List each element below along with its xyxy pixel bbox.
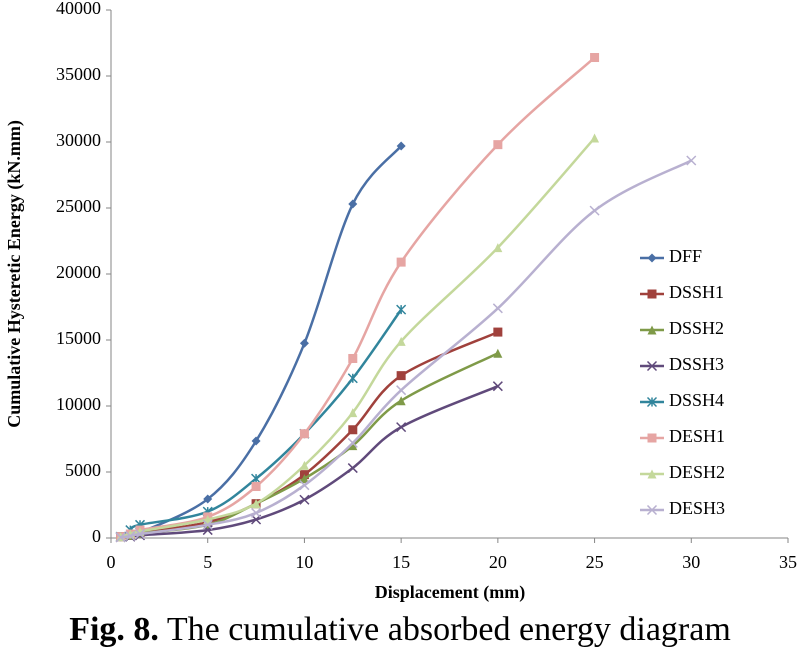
x-tick-label: 20 xyxy=(489,552,507,572)
series-line xyxy=(120,352,499,538)
legend-label: DESH3 xyxy=(669,498,725,518)
marker xyxy=(396,385,407,396)
marker xyxy=(348,353,358,363)
y-axis-title: Cumulative Hysteretic Energy (kN.mm) xyxy=(4,120,25,428)
marker xyxy=(493,140,503,150)
marker xyxy=(251,473,262,484)
legend-label: DFF xyxy=(669,246,702,266)
marker xyxy=(493,348,503,358)
marker xyxy=(347,373,358,384)
x-tick-label: 5 xyxy=(203,552,212,572)
marker xyxy=(348,425,358,435)
marker xyxy=(348,408,358,418)
x-tick-label: 35 xyxy=(779,552,797,572)
marker xyxy=(347,463,358,474)
marker xyxy=(396,371,406,381)
caption-label: Fig. 8. xyxy=(69,611,159,648)
marker xyxy=(646,504,658,516)
marker xyxy=(251,482,261,492)
marker xyxy=(396,336,406,346)
marker xyxy=(299,474,309,484)
x-tick-label: 30 xyxy=(682,552,700,572)
marker xyxy=(251,507,262,518)
marker xyxy=(203,494,213,504)
legend-label: DSSH4 xyxy=(669,390,724,410)
x-tick-label: 10 xyxy=(295,552,313,572)
legend-label: DESH1 xyxy=(669,426,725,446)
marker xyxy=(348,199,358,209)
marker xyxy=(202,519,213,530)
y-tick-label: 15000 xyxy=(56,328,101,348)
x-axis-title: Displacement (mm) xyxy=(375,582,525,603)
marker xyxy=(646,360,658,372)
marker xyxy=(299,338,309,348)
marker xyxy=(125,530,136,542)
legend-label: DSSH2 xyxy=(669,318,724,338)
y-tick-label: 10000 xyxy=(56,394,101,414)
marker xyxy=(590,53,600,63)
marker xyxy=(251,436,261,446)
marker xyxy=(299,429,309,439)
caption-text: The cumulative absorbed energy diagram xyxy=(167,611,731,648)
marker xyxy=(492,381,503,392)
marker xyxy=(396,396,406,406)
series-line xyxy=(120,159,692,539)
marker xyxy=(115,532,126,543)
marker xyxy=(646,396,658,408)
y-tick-label: 20000 xyxy=(56,262,101,282)
series-line xyxy=(120,330,499,538)
marker xyxy=(348,441,358,451)
marker xyxy=(396,141,406,151)
marker xyxy=(347,437,358,448)
marker xyxy=(686,155,697,166)
marker xyxy=(299,460,309,470)
marker xyxy=(493,327,503,337)
y-tick-label: 30000 xyxy=(56,130,101,150)
series-line xyxy=(120,145,403,538)
marker xyxy=(134,529,146,540)
y-tick-label: 5000 xyxy=(65,460,101,480)
marker xyxy=(396,257,406,267)
marker xyxy=(647,325,657,335)
marker xyxy=(492,303,503,314)
marker xyxy=(647,253,657,263)
caption: Fig. 8. The cumulative absorbed energy d… xyxy=(69,611,731,648)
legend-label: DSSH1 xyxy=(669,282,724,302)
marker xyxy=(647,433,657,443)
marker xyxy=(589,205,600,216)
marker xyxy=(251,499,261,509)
x-tick-label: 15 xyxy=(392,552,410,572)
marker xyxy=(590,133,600,143)
x-tick-label: 25 xyxy=(586,552,604,572)
legend-label: DESH2 xyxy=(669,462,725,482)
marker xyxy=(493,243,503,253)
series-line xyxy=(120,137,596,538)
legend-label: DSSH3 xyxy=(669,354,724,374)
y-tick-label: 35000 xyxy=(56,64,101,84)
y-tick-label: 25000 xyxy=(56,196,101,216)
y-tick-label: 0 xyxy=(92,526,101,546)
marker xyxy=(647,289,657,299)
marker xyxy=(647,469,657,479)
marker xyxy=(299,480,310,491)
x-tick-label: 0 xyxy=(107,552,116,572)
y-tick-label: 40000 xyxy=(56,0,101,18)
marker xyxy=(299,494,310,505)
marker xyxy=(396,304,407,315)
marker xyxy=(396,422,407,433)
